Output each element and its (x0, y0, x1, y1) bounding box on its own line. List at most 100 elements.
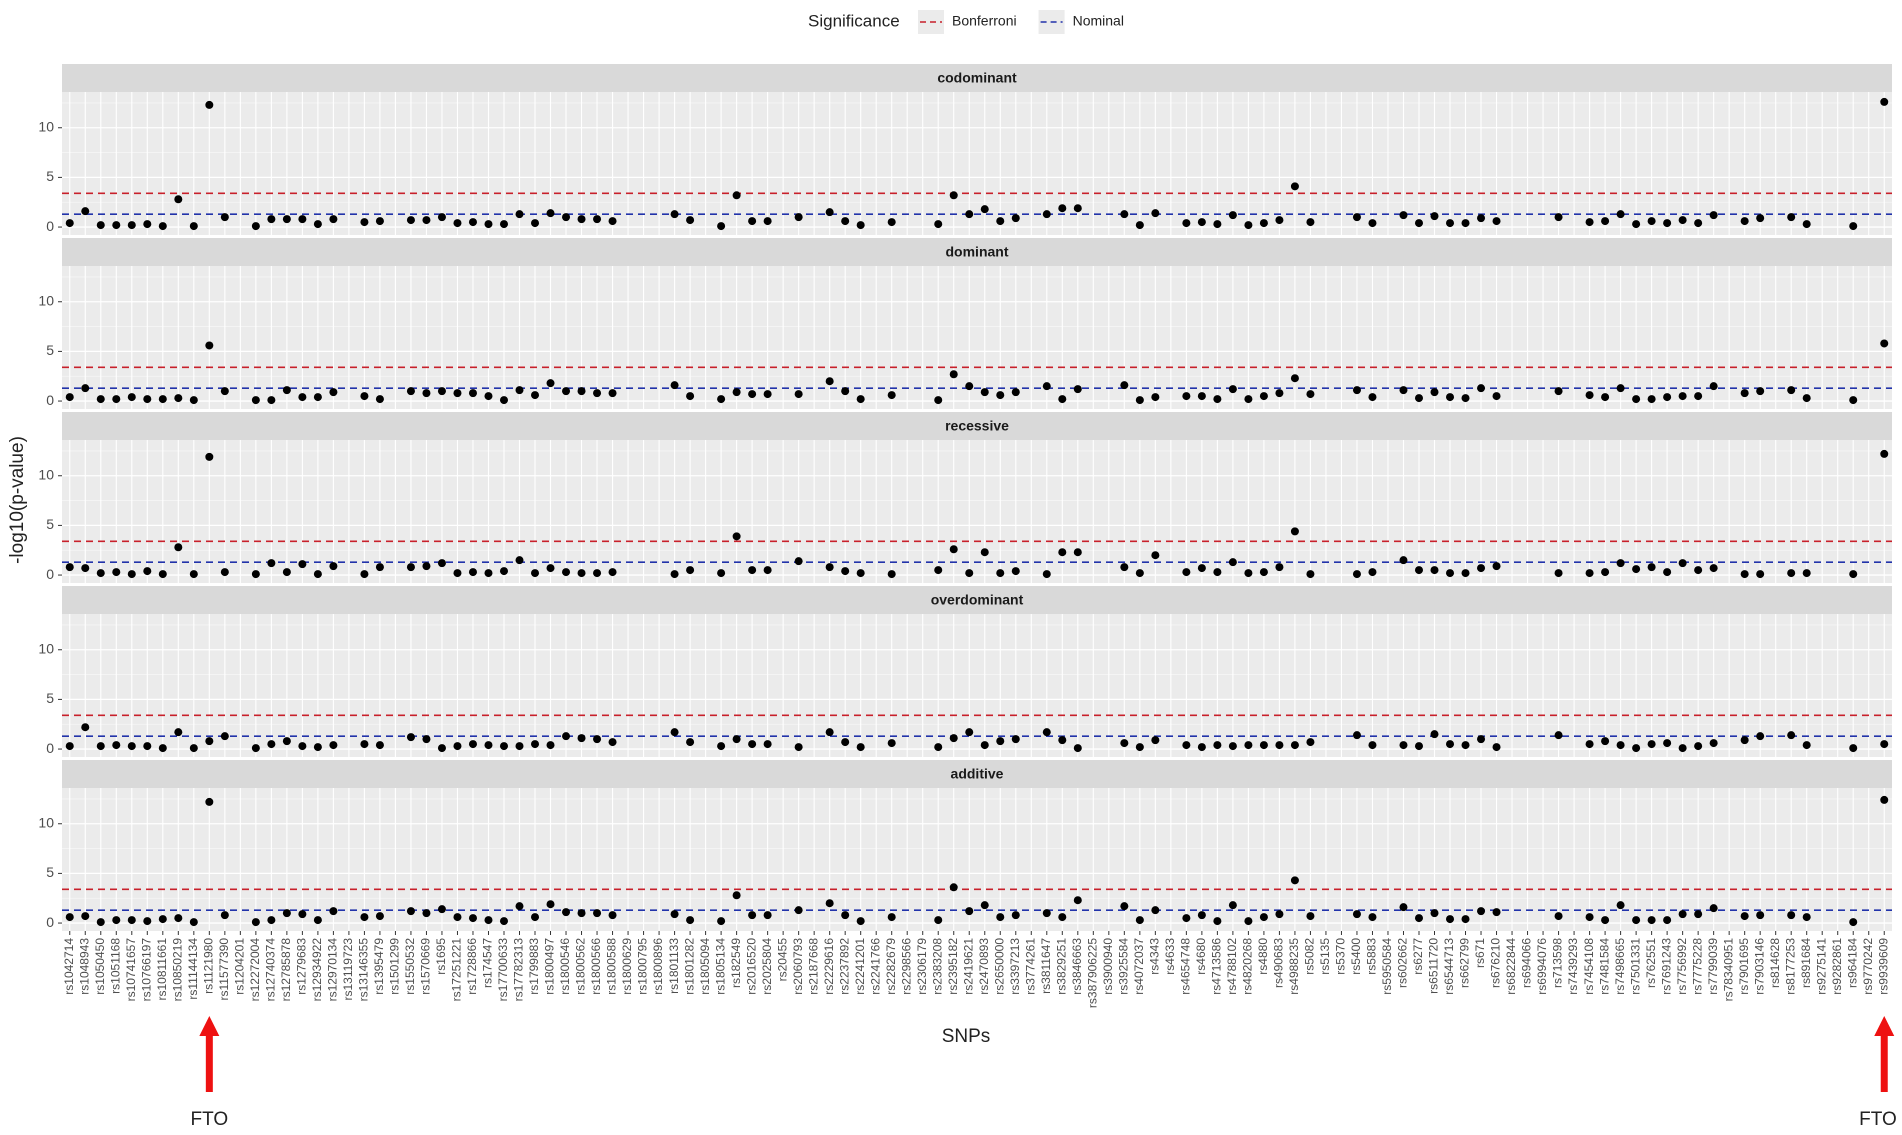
point (748, 740, 757, 749)
point (1740, 389, 1749, 398)
point (1399, 903, 1408, 912)
x-tick-label: rs9275141 (1814, 938, 1828, 995)
point (1585, 913, 1594, 922)
point (1197, 743, 1206, 752)
point (748, 911, 757, 920)
point (546, 741, 555, 750)
x-tick-label: rs2470893 (977, 938, 991, 995)
point (1244, 569, 1253, 578)
point (593, 389, 602, 398)
point (1585, 218, 1594, 227)
point (1058, 736, 1067, 745)
point (531, 740, 540, 749)
point (220, 732, 229, 741)
point (220, 568, 229, 577)
point (267, 215, 276, 224)
x-tick-label: rs964184 (1845, 938, 1859, 988)
point (96, 918, 105, 927)
point (360, 392, 369, 401)
x-tick-label: rs4654748 (1179, 938, 1193, 995)
x-tick-label: rs7481584 (1597, 938, 1611, 995)
point (1740, 570, 1749, 579)
point (81, 912, 90, 921)
point (531, 391, 540, 400)
point (732, 735, 741, 744)
y-tick-label: 0 (46, 392, 54, 408)
point (1709, 211, 1718, 220)
x-tick-label: rs4713586 (1210, 938, 1224, 995)
x-tick-label: rs1048943 (77, 938, 91, 995)
point (1446, 740, 1455, 749)
point (732, 191, 741, 200)
point (220, 387, 229, 396)
point (1787, 386, 1796, 395)
x-tick-label: rs1800562 (574, 938, 588, 995)
x-tick-label: rs762551 (1644, 938, 1658, 988)
point (1430, 388, 1439, 397)
point (1120, 739, 1129, 748)
point (65, 393, 74, 402)
y-tick-label: 5 (46, 690, 54, 706)
point (1802, 394, 1811, 403)
point (468, 568, 477, 577)
x-tick-label: rs5883 (1365, 938, 1379, 975)
strip-label: codominant (937, 70, 1017, 86)
x-tick-label: rs2016520 (744, 938, 758, 995)
point (1399, 556, 1408, 565)
point (1275, 563, 1284, 572)
point (158, 222, 167, 231)
y-tick-label: 10 (38, 292, 54, 308)
point (1259, 913, 1268, 922)
point (1756, 732, 1765, 741)
x-tick-label: rs4788102 (1225, 938, 1239, 995)
point (112, 741, 121, 750)
x-tick-label: rs7501331 (1628, 938, 1642, 995)
point (1477, 214, 1486, 223)
x-tick-label: rs7498665 (1613, 938, 1627, 995)
legend-label: Nominal (1073, 13, 1124, 29)
x-tick-label: rs1800546 (558, 938, 572, 995)
point (484, 392, 493, 401)
x-tick-label: rs7903146 (1752, 938, 1766, 995)
x-tick-label: rs1570669 (419, 938, 433, 995)
point (1694, 392, 1703, 401)
x-tick-label: rs676210 (1489, 938, 1503, 988)
point (1477, 907, 1486, 916)
point (763, 217, 772, 226)
point (189, 744, 198, 753)
point (1694, 566, 1703, 575)
x-tick-label: rs20455 (775, 938, 789, 982)
x-tick-label: rs1501299 (388, 938, 402, 995)
point (453, 389, 462, 398)
panel-background (62, 92, 1892, 235)
point (1228, 211, 1237, 220)
x-tick-label: rs490683 (1272, 938, 1286, 988)
panel-background (62, 440, 1892, 583)
point (608, 568, 617, 577)
point (1477, 384, 1486, 393)
point (670, 210, 679, 219)
point (360, 570, 369, 579)
point (329, 215, 338, 224)
x-tick-label: rs12785878 (279, 938, 293, 1002)
point (1585, 569, 1594, 578)
point (499, 567, 508, 576)
point (251, 918, 260, 927)
point (794, 743, 803, 752)
point (484, 916, 493, 925)
point (437, 744, 446, 753)
point (1740, 736, 1749, 745)
point (856, 569, 865, 578)
point (422, 909, 431, 918)
point (1182, 741, 1191, 750)
point (1802, 220, 1811, 229)
x-tick-label: rs12970134 (326, 938, 340, 1002)
point (298, 393, 307, 402)
point (1244, 917, 1253, 926)
point (825, 377, 834, 386)
point (1430, 909, 1439, 918)
point (965, 907, 974, 916)
point (1647, 217, 1656, 226)
point (1182, 392, 1191, 401)
point (841, 217, 850, 226)
